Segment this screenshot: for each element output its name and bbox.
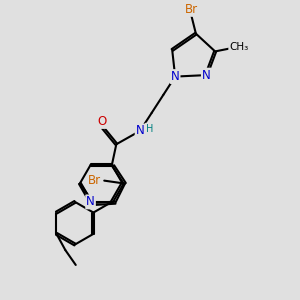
Text: N: N [136, 124, 144, 137]
Text: N: N [202, 69, 211, 82]
Text: Br: Br [88, 174, 101, 187]
Text: Br: Br [185, 3, 198, 16]
Text: H: H [146, 124, 153, 134]
Text: N: N [86, 195, 95, 208]
Text: CH₃: CH₃ [229, 42, 248, 52]
Text: N: N [171, 70, 179, 83]
Text: O: O [97, 115, 106, 128]
